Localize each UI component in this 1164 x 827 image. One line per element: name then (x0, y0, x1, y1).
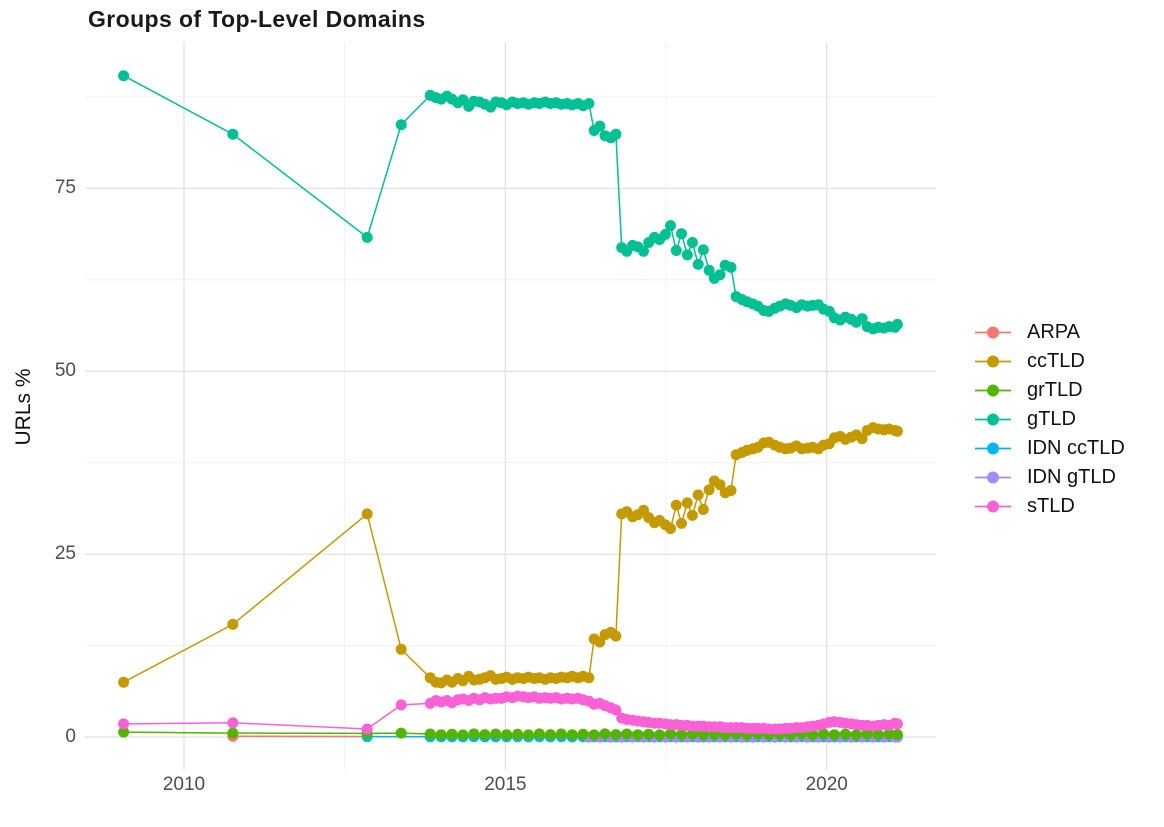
legend-item-label: gTLD (1027, 408, 1076, 430)
series-gTLD (118, 70, 903, 335)
legend-item-sTLD: sTLD (975, 492, 1125, 521)
legend-item-IDN-gTLD: IDN gTLD (975, 463, 1125, 492)
legend-item-IDN-ccTLD: IDN ccTLD (975, 434, 1125, 463)
legend-item-label: ARPA (1027, 321, 1080, 343)
legend-item-label: ccTLD (1027, 350, 1085, 372)
legend-key-icon (975, 413, 1011, 426)
legend-item-ARPA: ARPA (975, 318, 1125, 347)
series-grTLD (118, 726, 903, 741)
legend-item-label: IDN ccTLD (1027, 437, 1125, 459)
legend-item-ccTLD: ccTLD (975, 347, 1125, 376)
legend-key-icon (975, 326, 1011, 339)
legend-key-icon (975, 500, 1011, 513)
x-tick-label: 2020 (805, 774, 848, 795)
legend-item-label: grTLD (1027, 379, 1083, 401)
y-tick-label: 50 (54, 360, 76, 382)
legend: ARPA ccTLD grTLD gTLD IDN ccTLD IDN gTLD sTLD (975, 318, 1125, 521)
x-tick-label: 2015 (484, 774, 527, 795)
legend-key-icon (975, 355, 1011, 368)
legend-key-icon (975, 471, 1011, 484)
legend-key-icon (975, 442, 1011, 455)
y-tick-label: 25 (54, 543, 76, 565)
legend-key-icon (975, 384, 1011, 397)
y-tick-label: 75 (54, 177, 76, 199)
x-tick-label: 2010 (162, 774, 206, 795)
y-tick-label: 0 (65, 726, 76, 748)
legend-item-grTLD: grTLD (975, 376, 1125, 405)
series-ccTLD (118, 422, 903, 689)
chart-title: Groups of Top-Level Domains (88, 6, 426, 32)
legend-item-label: sTLD (1027, 495, 1075, 517)
legend-item-gTLD: gTLD (975, 405, 1125, 434)
series-sTLD (118, 690, 903, 735)
legend-item-label: IDN gTLD (1027, 466, 1116, 488)
